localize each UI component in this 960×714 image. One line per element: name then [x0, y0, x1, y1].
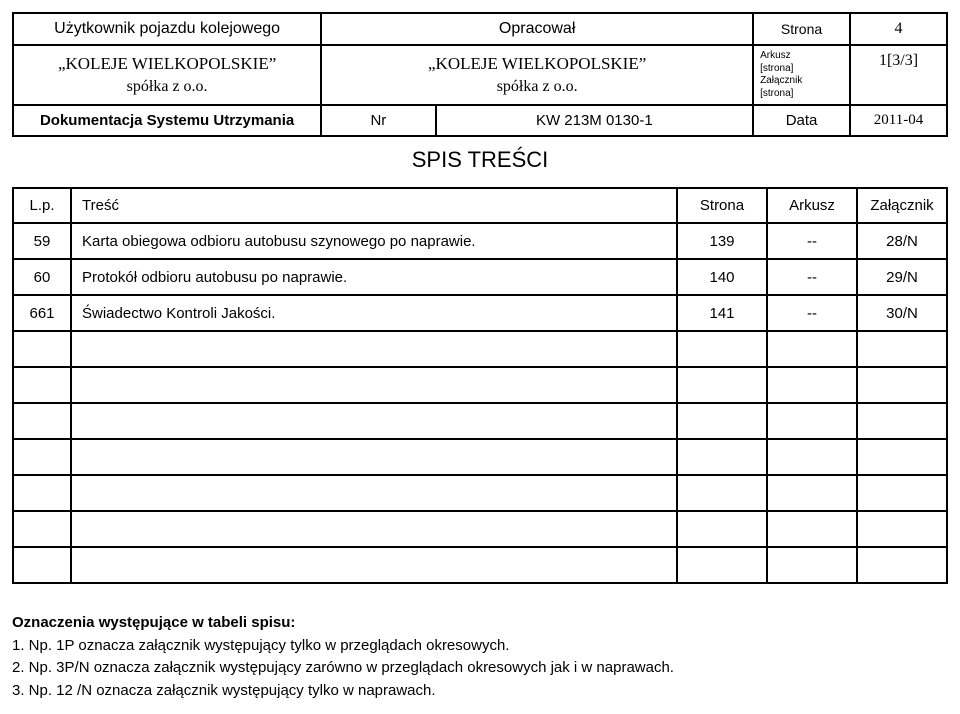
table-row	[13, 367, 947, 403]
sheet-number: 1[3/3]	[850, 45, 947, 105]
legend-lead: Oznaczenia występujące w tabeli spisu:	[12, 612, 948, 635]
cell-sheet: --	[767, 223, 857, 259]
cell-title: Świadectwo Kontroli Jakości.	[71, 295, 677, 331]
document-header: Użytkownik pojazdu kolejowego Opracował …	[12, 12, 948, 137]
legend-notes: Oznaczenia występujące w tabeli spisu: 1…	[12, 612, 948, 702]
toc-title: SPIS TREŚCI	[12, 147, 948, 173]
cell-lp: 59	[13, 223, 71, 259]
col-lp: L.p.	[13, 188, 71, 223]
col-sheet: Arkusz	[767, 188, 857, 223]
cell-sheet: --	[767, 295, 857, 331]
author-label: Opracował	[321, 13, 753, 45]
col-annex: Załącznik	[857, 188, 947, 223]
table-row: 661Świadectwo Kontroli Jakości.141--30/N	[13, 295, 947, 331]
cell-annex: 29/N	[857, 259, 947, 295]
table-row: 59Karta obiegowa odbioru autobusu szynow…	[13, 223, 947, 259]
col-title: Treść	[71, 188, 677, 223]
cell-annex: 30/N	[857, 295, 947, 331]
table-row: 60Protokół odbioru autobusu po naprawie.…	[13, 259, 947, 295]
cell-sheet: --	[767, 259, 857, 295]
date-label: Data	[753, 105, 850, 136]
legend-item: 2. Np. 3P/N oznacza załącznik występując…	[12, 657, 948, 680]
toc-header-row: L.p. Treść Strona Arkusz Załącznik	[13, 188, 947, 223]
arkusz-stack: Arkusz [strona] Załącznik [strona]	[753, 45, 850, 105]
cell-page: 140	[677, 259, 767, 295]
table-row	[13, 511, 947, 547]
doc-label: Dokumentacja Systemu Utrzymania	[13, 105, 321, 136]
cell-page: 139	[677, 223, 767, 259]
table-row	[13, 475, 947, 511]
cell-page: 141	[677, 295, 767, 331]
cell-annex: 28/N	[857, 223, 947, 259]
cell-title: Karta obiegowa odbioru autobusu szynoweg…	[71, 223, 677, 259]
col-page: Strona	[677, 188, 767, 223]
table-row	[13, 439, 947, 475]
page-number: 4	[850, 13, 947, 45]
cell-lp: 60	[13, 259, 71, 295]
page-label: Strona	[753, 13, 850, 45]
company-left: „KOLEJE WIELKOPOLSKIE” spółka z o.o.	[13, 45, 321, 105]
cell-lp: 661	[13, 295, 71, 331]
doc-number: KW 213M 0130-1	[436, 105, 754, 136]
date-value: 2011-04	[850, 105, 947, 136]
nr-label: Nr	[321, 105, 435, 136]
legend-item: 1. Np. 1P oznacza załącznik występujący …	[12, 635, 948, 658]
toc-table: L.p. Treść Strona Arkusz Załącznik 59Kar…	[12, 187, 948, 584]
table-row	[13, 331, 947, 367]
user-label: Użytkownik pojazdu kolejowego	[13, 13, 321, 45]
table-row	[13, 547, 947, 583]
legend-item: 3. Np. 12 /N oznacza załącznik występują…	[12, 680, 948, 703]
table-row	[13, 403, 947, 439]
cell-title: Protokół odbioru autobusu po naprawie.	[71, 259, 677, 295]
company-mid: „KOLEJE WIELKOPOLSKIE” spółka z o.o.	[321, 45, 753, 105]
